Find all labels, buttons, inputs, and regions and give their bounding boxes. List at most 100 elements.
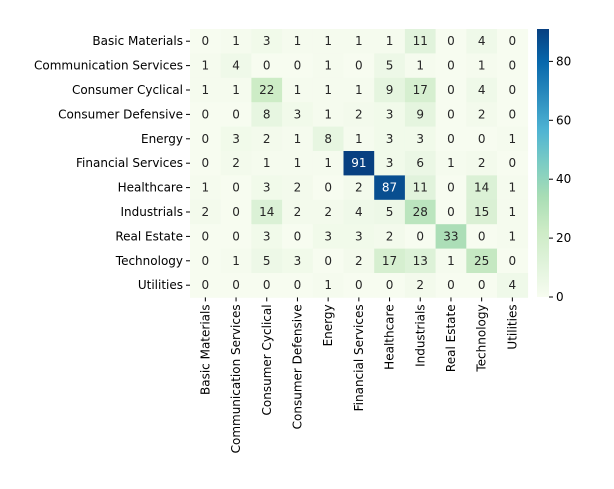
heatmap-cell: [435, 29, 467, 54]
column-tick-label: Basic Materials: [198, 304, 212, 395]
cell-value-label: 0: [478, 132, 486, 146]
cell-value-label: 0: [324, 181, 332, 195]
cell-value-label: 0: [416, 229, 424, 243]
column-tick-label: Real Estate: [444, 304, 458, 372]
heatmap-cell: [220, 151, 252, 176]
cell-value-label: 0: [355, 278, 363, 292]
heatmap-cell: [374, 199, 406, 225]
heatmap-cell: [435, 248, 467, 274]
cell-value-label: 13: [413, 254, 428, 268]
column-tick-label: Consumer Cyclical: [260, 304, 274, 415]
cell-value-label: 0: [202, 254, 210, 268]
cell-value-label: 0: [232, 107, 240, 121]
column-tick-label: Communication Services: [229, 304, 243, 453]
heatmap-cell: [374, 53, 406, 79]
heatmap-cell: [282, 175, 314, 201]
cell-value-label: 1: [232, 254, 240, 268]
row-tick-labels: Basic Materials Communication Services Con…: [34, 34, 190, 292]
heatmap-cell: [220, 224, 252, 249]
heatmap-cell: [466, 199, 498, 225]
column-tick-label: Energy: [321, 304, 335, 346]
cell-value-label: 2: [355, 254, 363, 268]
cell-value-label: 3: [386, 156, 394, 170]
cell-value-label: 5: [263, 254, 271, 268]
heatmap-cell: [497, 126, 529, 152]
cell-value-label: 1: [324, 34, 332, 48]
cell-value-label: 28: [413, 205, 428, 219]
cell-value-label: 0: [202, 156, 210, 170]
row-tick-label: Consumer Defensive: [58, 107, 183, 121]
cell-value-label: 1: [509, 229, 517, 243]
colorbar-tick-label: 0: [556, 290, 564, 304]
column-tick-label: Financial Services: [352, 304, 366, 411]
cell-value-label: 5: [386, 205, 394, 219]
cell-value-label: 0: [509, 59, 517, 73]
heatmap-cell: [343, 248, 375, 274]
cell-value-label: 15: [474, 205, 489, 219]
cell-value-label: 2: [324, 205, 332, 219]
heatmap-cell: [190, 224, 222, 249]
cell-value-label: 3: [263, 181, 271, 195]
heatmap-cell: [343, 29, 375, 54]
cell-value-label: 1: [509, 181, 517, 195]
cell-value-label: 0: [294, 229, 302, 243]
row-tick-label: Real Estate: [115, 229, 183, 243]
cell-value-label: 2: [294, 181, 302, 195]
heatmap-cell: [282, 77, 314, 103]
heatmap-cell: [190, 29, 222, 54]
cell-value-label: 1: [294, 83, 302, 97]
cell-value-label: 0: [447, 205, 455, 219]
heatmap-cell: [374, 77, 406, 103]
cell-value-label: 0: [202, 34, 210, 48]
heatmap-cell: [220, 29, 252, 54]
cell-value-label: 1: [324, 59, 332, 73]
cell-value-label: 1: [509, 205, 517, 219]
cell-value-label: 0: [386, 278, 394, 292]
heatmap-cell: [282, 199, 314, 225]
heatmap-cell: [497, 151, 529, 176]
heatmap-cell: [251, 102, 283, 127]
heatmap-cell: [466, 248, 498, 274]
cell-value-label: 5: [386, 59, 394, 73]
heatmap-cell: [343, 126, 375, 152]
cell-value-label: 4: [478, 34, 486, 48]
cell-value-label: 2: [355, 107, 363, 121]
heatmap-cell: [220, 199, 252, 225]
heatmap-cell: [220, 102, 252, 127]
cell-value-label: 0: [202, 132, 210, 146]
row-tick-label: Financial Services: [76, 156, 183, 170]
row-tick-label: Basic Materials: [92, 34, 183, 48]
cell-value-label: 0: [509, 254, 517, 268]
cell-value-label: 4: [232, 59, 240, 73]
cell-value-label: 0: [447, 132, 455, 146]
cell-value-label: 11: [413, 181, 428, 195]
heatmap-cell: [190, 77, 222, 103]
heatmap-cell: [497, 77, 529, 103]
cell-value-label: 1: [447, 156, 455, 170]
heatmap-cell: [312, 29, 344, 54]
heatmap-cell: [435, 77, 467, 103]
cell-value-label: 0: [509, 156, 517, 170]
cell-value-label: 6: [416, 156, 424, 170]
cell-value-label: 17: [413, 83, 428, 97]
heatmap-cell: [312, 77, 344, 103]
heatmap-cell: [251, 77, 283, 103]
cell-value-label: 1: [355, 83, 363, 97]
cell-value-label: 3: [294, 254, 302, 268]
heatmap-cell: [435, 151, 467, 176]
colorbar-tick-label: 60: [556, 113, 571, 127]
heatmap-cell: [282, 273, 314, 298]
heatmap-cell: [466, 53, 498, 79]
cell-value-label: 4: [355, 205, 363, 219]
cell-value-label: 0: [447, 181, 455, 195]
heatmap-cell: [190, 199, 222, 225]
cell-value-label: 0: [509, 107, 517, 121]
cell-value-label: 0: [509, 83, 517, 97]
cell-value-label: 1: [355, 34, 363, 48]
colorbar: 0 20 40 60 80: [537, 29, 571, 304]
cell-value-label: 0: [447, 107, 455, 121]
cell-value-label: 1: [386, 34, 394, 48]
cell-value-label: 2: [478, 156, 486, 170]
cell-value-label: 0: [263, 59, 271, 73]
